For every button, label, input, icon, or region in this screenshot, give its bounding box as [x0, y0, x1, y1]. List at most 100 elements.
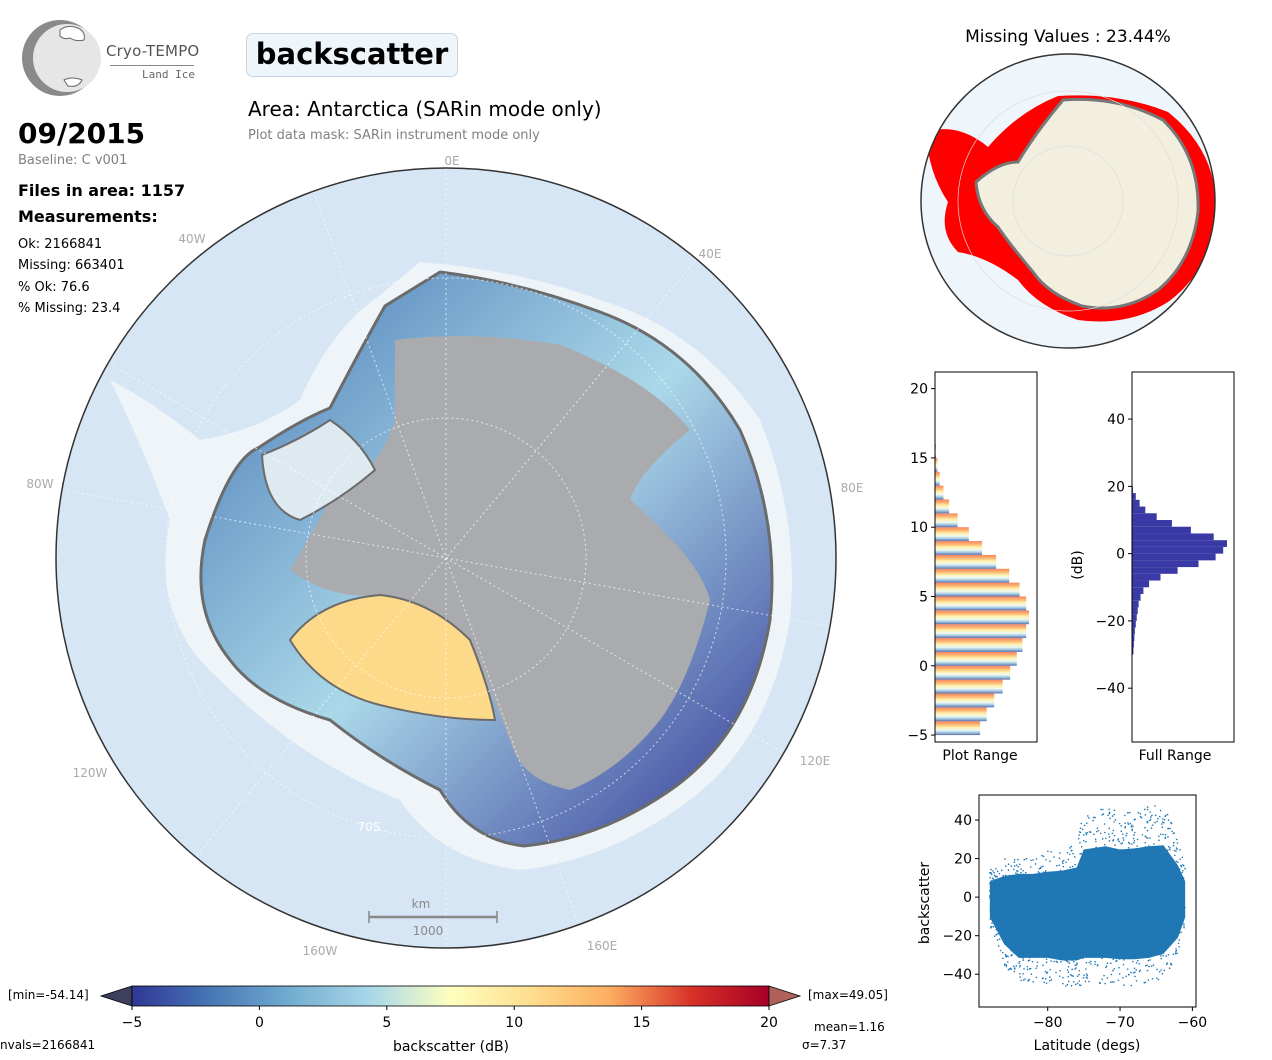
- scatter-point: [1010, 876, 1013, 879]
- plot-range-histogram: −5 0 5 10 15 20 Plot Range: [907, 371, 1038, 764]
- scatter-point: [1086, 831, 1089, 834]
- full-range-bar: [1132, 493, 1136, 500]
- scatter-point: [1079, 899, 1081, 901]
- scatter-point: [1144, 948, 1146, 951]
- scatter-point: [1103, 920, 1106, 922]
- scatter-point: [1157, 947, 1160, 949]
- scatter-point: [1059, 912, 1062, 914]
- plot-range-bar: [935, 596, 1027, 611]
- scatter-point: [1162, 864, 1164, 866]
- scatter-point: [1093, 948, 1095, 950]
- scatter-point: [1174, 869, 1176, 871]
- scatter-point: [1012, 888, 1015, 890]
- scatter-point: [1086, 946, 1088, 948]
- scatter-point: [1059, 944, 1062, 947]
- plot-range-tick-label: −5: [907, 728, 928, 744]
- scatter-point: [1068, 853, 1071, 856]
- scatter-point: [1102, 813, 1105, 815]
- scatter-point: [1162, 929, 1165, 931]
- scatter-point: [1032, 981, 1034, 983]
- scatter-point: [1097, 829, 1100, 832]
- full-range-bar: [1132, 607, 1138, 615]
- scatter-point: [1137, 929, 1140, 932]
- scatter-point: [1152, 904, 1155, 907]
- weddell-ice-shelf-data: [260, 418, 377, 522]
- scatter-point: [1042, 865, 1044, 868]
- scatter-point: [1112, 956, 1114, 958]
- scatter-point: [1107, 814, 1109, 817]
- scatter-point: [1139, 812, 1142, 815]
- scatter-point: [992, 870, 994, 872]
- scatter-point: [1014, 893, 1017, 896]
- scatter-point: [1000, 934, 1003, 937]
- scatter-point: [1103, 974, 1105, 977]
- scatter-point: [1017, 866, 1019, 868]
- scatter-point: [1175, 926, 1178, 929]
- scatter-point: [1104, 887, 1107, 889]
- scatter-point: [1071, 950, 1073, 953]
- scatter-point: [1066, 927, 1068, 929]
- scatter-point: [1072, 852, 1074, 855]
- scatter-point: [1028, 931, 1030, 934]
- scatter-point: [1001, 886, 1004, 888]
- scatter-point: [1147, 959, 1150, 962]
- scatter-point: [1090, 963, 1092, 965]
- scatter-point: [1157, 845, 1159, 848]
- scatter-point: [1036, 951, 1039, 953]
- scatter-point: [1078, 969, 1081, 972]
- scatter-point: [1092, 816, 1095, 819]
- lon-label-80w: 80W: [26, 477, 53, 491]
- lon-label-160w: 160W: [303, 944, 338, 958]
- scatter-point: [1144, 874, 1146, 877]
- scatter-point: [1138, 933, 1140, 936]
- scatter-point: [1162, 849, 1165, 852]
- scatter-point: [1117, 909, 1120, 911]
- area-title: Area: Antarctica (SARin mode only): [248, 97, 602, 121]
- scatter-point: [1169, 962, 1172, 965]
- scatter-point: [1102, 939, 1105, 942]
- scatter-point: [1173, 912, 1175, 915]
- scatter-point: [1027, 980, 1029, 982]
- scatter-point: [1018, 900, 1020, 903]
- scatter-point: [1090, 946, 1093, 948]
- scatter-point: [1097, 897, 1100, 900]
- scatter-point: [1130, 826, 1133, 828]
- scatter-point: [1163, 944, 1166, 946]
- scatter-point: [1103, 938, 1105, 940]
- scatter-point: [995, 933, 998, 936]
- scatter-point: [1047, 898, 1050, 900]
- scatter-point: [1125, 875, 1127, 877]
- scatter-point: [1162, 955, 1164, 957]
- scatter-point: [999, 911, 1001, 914]
- scatter-point: [1147, 860, 1150, 863]
- scatter-point: [1083, 974, 1085, 976]
- scatter-point: [1002, 898, 1005, 901]
- scatter-point: [1084, 895, 1086, 898]
- full-range-xlabel: Full Range: [1139, 748, 1212, 764]
- scatter-point: [1145, 952, 1148, 955]
- scatter-point: [1175, 949, 1178, 952]
- scatter-point: [998, 882, 1000, 885]
- scatter-point: [1112, 876, 1115, 879]
- scatter-point: [1176, 842, 1179, 844]
- scatter-point: [1056, 910, 1059, 913]
- scatter-point: [1150, 932, 1153, 935]
- scatter-point: [1018, 863, 1021, 866]
- scatter-point: [999, 881, 1001, 884]
- scatter-point: [1146, 867, 1148, 870]
- scatter-point: [1070, 849, 1073, 852]
- scatter-point: [1008, 879, 1011, 882]
- scatter-point: [1121, 885, 1123, 888]
- scatter-point: [1086, 888, 1088, 891]
- scatter-point: [1018, 921, 1021, 924]
- scatter-point: [1052, 880, 1055, 882]
- scatter-point: [1099, 944, 1102, 946]
- scatter-point: [1082, 920, 1084, 922]
- scatter-point: [1137, 935, 1140, 938]
- scatter-point: [1151, 912, 1153, 915]
- scatter-point: [1164, 837, 1167, 840]
- scatter-point: [1002, 933, 1004, 935]
- scatter-point: [1110, 981, 1112, 983]
- scatter-point: [1022, 979, 1025, 981]
- scatter-point: [1146, 808, 1149, 811]
